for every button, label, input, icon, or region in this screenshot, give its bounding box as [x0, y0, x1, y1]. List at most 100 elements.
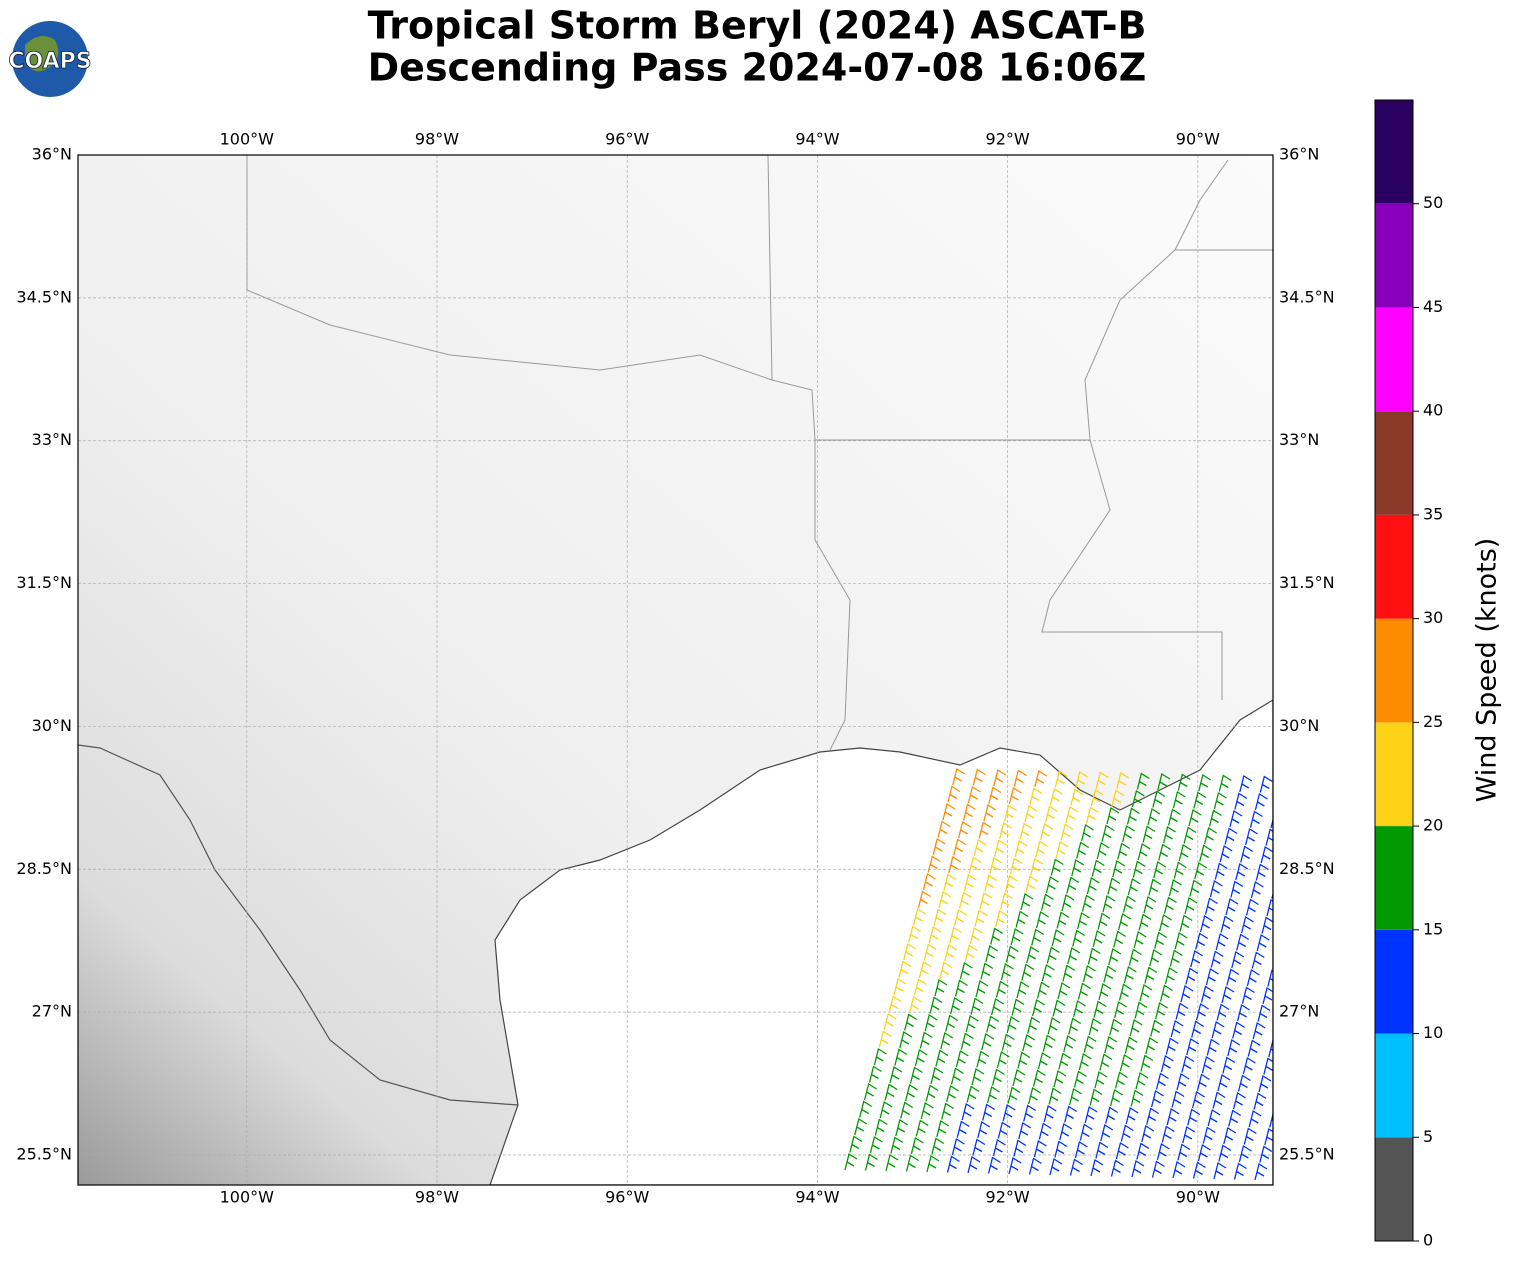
wind-barb	[981, 1032, 995, 1051]
wind-barb	[1084, 1105, 1098, 1124]
wind-barb	[1236, 933, 1250, 951]
wind-barb	[976, 1050, 990, 1068]
wind-barb	[967, 785, 981, 804]
wind-barb	[1150, 1089, 1164, 1108]
wind-barb	[946, 1155, 960, 1173]
wind-barb	[1068, 1087, 1082, 1106]
wind-barb	[1193, 791, 1207, 809]
wind-barb	[1031, 998, 1045, 1017]
y-tick-label: 30°N	[1279, 716, 1319, 735]
wind-barb	[1100, 1123, 1114, 1142]
wind-barb	[1072, 999, 1086, 1018]
wind-barb	[1040, 893, 1054, 911]
wind-barb	[1240, 845, 1254, 863]
wind-barb	[1190, 949, 1204, 968]
wind-barb	[1025, 875, 1039, 893]
wind-barb	[923, 943, 937, 961]
wind-barb	[913, 978, 927, 996]
wind-barb	[1201, 1055, 1215, 1074]
wind-barb	[1093, 1000, 1107, 1018]
wind-barb	[1013, 769, 1027, 787]
wind-barb	[1077, 982, 1091, 1000]
wind-barb	[915, 1119, 929, 1137]
y-tick-label: 36°N	[1279, 145, 1319, 164]
wind-barb	[869, 1135, 883, 1154]
wind-barb	[1218, 774, 1232, 792]
wind-barb	[1183, 826, 1197, 844]
wind-barb	[1094, 1070, 1108, 1089]
x-tick-label: 90°W	[1176, 130, 1220, 149]
wind-barb	[1035, 840, 1049, 858]
wind-barb	[1247, 1039, 1261, 1057]
wind-barb	[1036, 981, 1050, 999]
wind-barb	[1117, 842, 1131, 860]
wind-barb	[1075, 770, 1089, 789]
wind-barb	[1064, 1105, 1078, 1123]
wind-barb	[1014, 839, 1028, 858]
wind-barb	[1191, 1090, 1205, 1109]
wind-barb	[1143, 895, 1157, 914]
wind-barb	[931, 1137, 945, 1155]
wind-barb	[1177, 1143, 1191, 1161]
wind-barb	[1178, 843, 1192, 862]
wind-barb	[961, 1102, 975, 1121]
wind-barb	[1274, 1024, 1286, 1040]
wind-barb	[878, 1030, 892, 1048]
wind-barb	[1126, 807, 1140, 825]
wind-barb	[1112, 859, 1126, 878]
wind-barb	[1182, 1125, 1196, 1144]
wind-barb	[1157, 772, 1171, 791]
colorbar-bin	[1375, 826, 1413, 930]
wind-barb	[1180, 984, 1194, 1003]
wind-barb	[1041, 963, 1055, 982]
wind-barb	[1027, 1016, 1041, 1034]
wind-barb	[980, 962, 994, 980]
wind-barb	[1050, 858, 1064, 876]
wind-barb	[904, 1083, 918, 1102]
wind-barb	[879, 1100, 893, 1119]
wind-barb	[1259, 1145, 1273, 1163]
wind-barb	[1270, 817, 1273, 829]
colorbar-bin	[1375, 1137, 1413, 1241]
wind-barb	[1069, 1158, 1083, 1176]
wind-barb	[1115, 1141, 1129, 1160]
wind-barb	[979, 891, 993, 910]
wind-barb	[1228, 1109, 1242, 1127]
wind-barb	[1223, 1126, 1237, 1145]
wind-barb	[956, 1120, 970, 1138]
wind-barb	[1024, 804, 1038, 823]
wind-barb	[1186, 1037, 1200, 1056]
wind-barb	[884, 1083, 898, 1101]
x-tick-label: 98°W	[415, 130, 459, 149]
colorbar-bin	[1375, 307, 1413, 412]
wind-barb	[1218, 1144, 1232, 1162]
wind-barb	[986, 1085, 1000, 1104]
wind-barb	[1167, 808, 1181, 826]
colorbar-tick-label: 0	[1423, 1231, 1433, 1250]
wind-barb	[1022, 1033, 1036, 1052]
wind-barb	[972, 1138, 986, 1156]
wind-barb	[949, 926, 963, 944]
wind-barb	[1038, 1122, 1052, 1140]
wind-barb	[920, 1101, 934, 1120]
wind-barb	[965, 1014, 979, 1033]
wind-barb	[1010, 927, 1024, 946]
wind-barb	[926, 1154, 940, 1173]
wind-barb	[1192, 1161, 1206, 1179]
wind-barb	[1030, 857, 1044, 876]
wind-barb	[1065, 805, 1079, 824]
wind-barb	[1238, 1144, 1252, 1163]
wind-barb	[1105, 1106, 1119, 1124]
wind-barb	[905, 1154, 919, 1172]
wind-barb	[1222, 1056, 1236, 1074]
wind-barb	[1002, 1103, 1016, 1122]
wind-barb	[1209, 879, 1223, 898]
wind-barb	[1168, 878, 1182, 897]
wind-barb	[903, 942, 917, 961]
wind-barb	[1108, 947, 1122, 966]
wind-barb	[1188, 808, 1202, 827]
wind-barb	[1232, 1021, 1246, 1039]
wind-barb	[953, 838, 967, 856]
wind-barb	[1250, 880, 1264, 899]
